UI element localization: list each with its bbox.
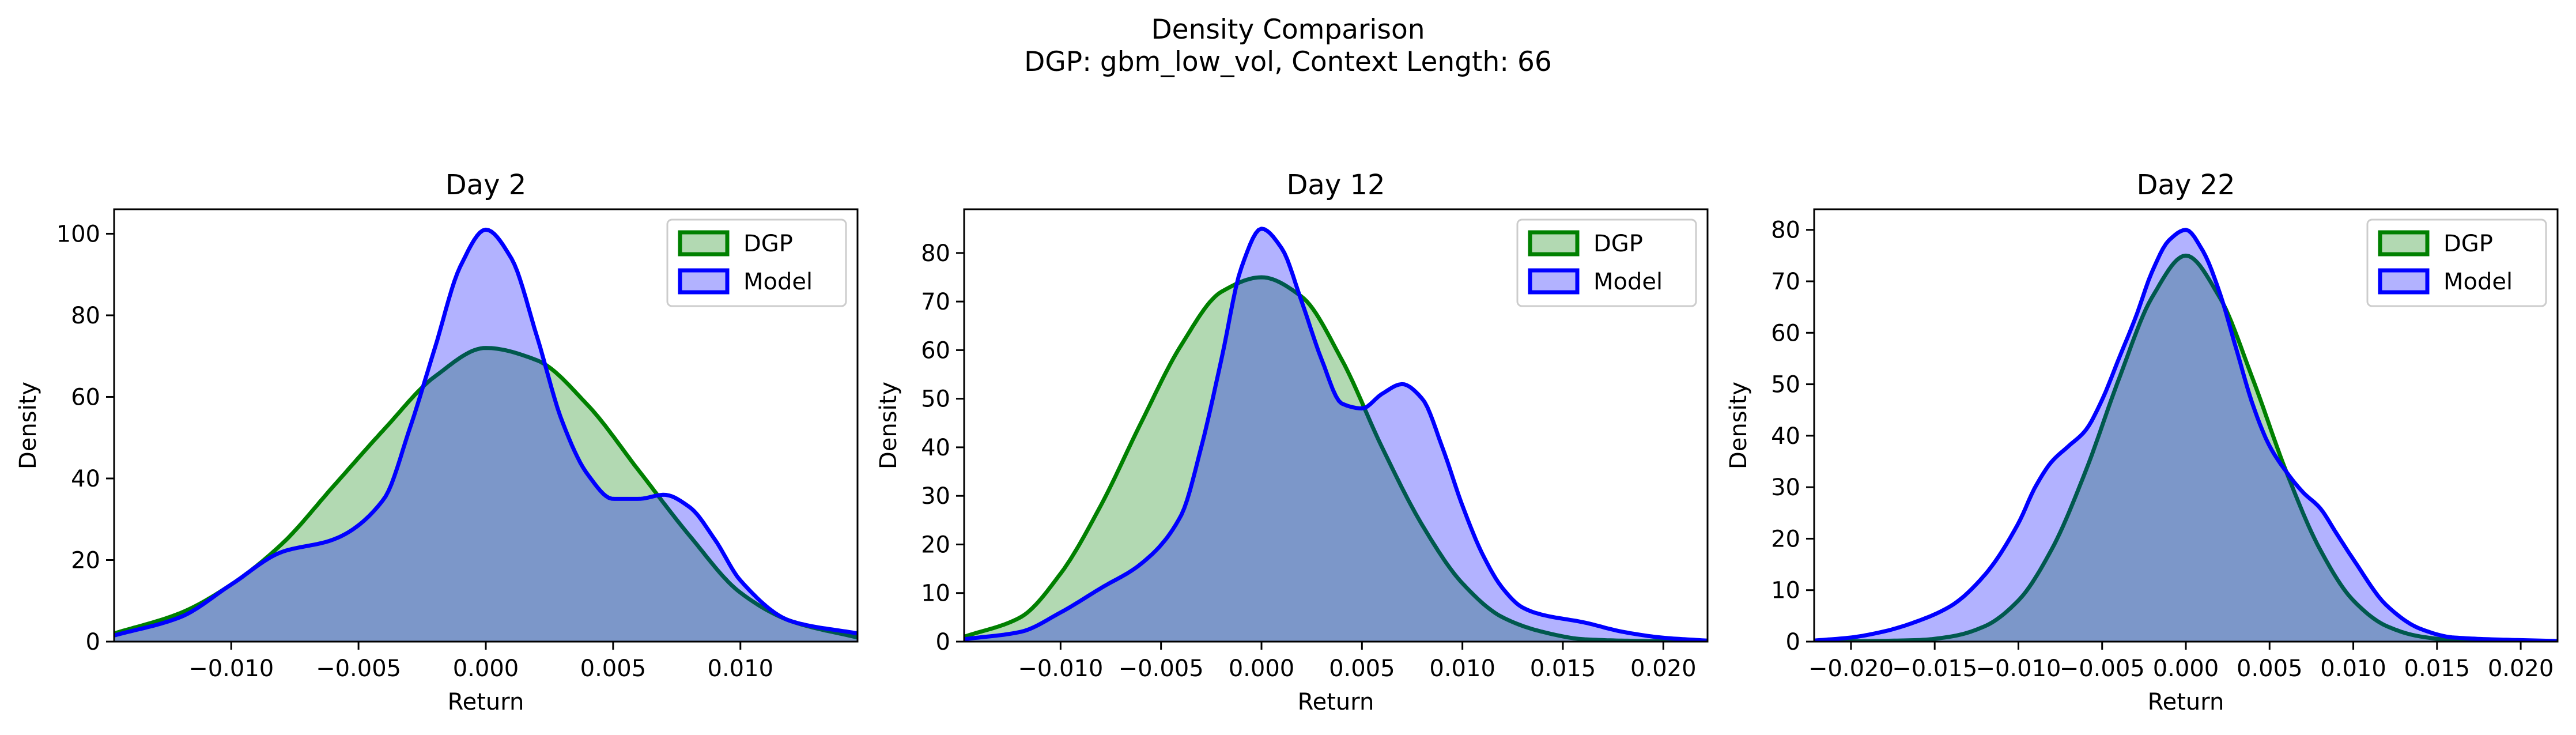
x-tick-label: 0.005 [580,655,647,682]
panel-day-2: −0.010 −0.005 0.000 0.005 0.010 0 20 40 60 80 100 D… [15,169,859,715]
x-tick-label: 0.000 [453,655,519,682]
legend-swatch-model [678,268,730,295]
y-tick-label: 70 [921,289,950,315]
model-density-line [964,227,1708,642]
panel-title: Day 12 [1286,169,1385,201]
legend-swatch-dgp [678,230,730,257]
panel-day-12: −0.010 −0.005 0.000 0.005 0.010 0.015 0.020 0 10… [875,169,1709,715]
dgp-density-area [964,277,1708,642]
legend-swatch-model [2378,268,2430,295]
panel-title: Day 22 [2136,169,2235,201]
x-tick-label: 0.005 [1329,655,1395,682]
x-axis-label: Return [448,689,524,715]
y-tick-label: 70 [1771,269,1800,295]
x-tick-label: 0.015 [2404,655,2471,682]
legend-box [666,218,847,307]
legend: DGP Model [2366,218,2547,307]
model-density-line [1814,228,2558,642]
y-tick-label: 100 [56,221,100,247]
legend-label-dgp: DGP [1593,231,1643,257]
x-tick-label: 0.015 [1530,655,1596,682]
x-tick-label: 0.010 [1429,655,1495,682]
y-tick-label: 60 [921,337,950,364]
y-tick-label: 10 [1771,578,1800,604]
legend-swatch-model [1528,268,1580,295]
x-tick-label: 0.020 [2488,655,2554,682]
figure-subtitle: DGP: gbm_low_vol, Context Length: 66 [1024,46,1552,78]
legend: DGP Model [666,218,847,307]
x-axis-label: Return [1298,689,1374,715]
y-tick-label: 40 [71,466,100,492]
model-density-area [964,228,1708,642]
panel-title: Day 2 [445,169,527,201]
x-tick-label: 0.010 [708,655,774,682]
legend-box [1516,218,1697,307]
axes-frame [963,208,1709,643]
x-tick-label: 0.005 [2237,655,2303,682]
model-density-line [114,227,858,638]
legend-swatch-dgp [2378,230,2430,257]
y-tick-label: 80 [1771,217,1800,244]
y-tick-label: 80 [921,240,950,267]
x-tick-label: −0.005 [316,655,401,682]
y-tick-label: 10 [921,581,950,607]
x-tick-label: −0.020 [1808,655,1894,682]
y-axis-label: Density [15,382,41,469]
y-tick-label: 0 [936,629,950,655]
x-tick-label: −0.010 [188,655,274,682]
x-tick-label: 0.010 [2320,655,2386,682]
y-tick-label: 30 [921,483,950,510]
legend: DGP Model [1516,218,1697,307]
y-tick-label: 20 [71,547,100,574]
model-density-area [1814,229,2558,642]
legend-label-dgp: DGP [743,231,793,257]
x-axis-label: Return [2148,689,2224,715]
y-tick-label: 20 [1771,526,1800,552]
y-tick-label: 40 [1771,423,1800,450]
y-tick-label: 60 [1771,320,1800,346]
x-tick-label: 0.000 [1229,655,1295,682]
legend-box [2366,218,2547,307]
x-tick-label: −0.010 [1976,655,2061,682]
legend-label-dgp: DGP [2443,231,2493,257]
y-tick-label: 0 [1786,629,1800,655]
legend-label-model: Model [743,269,813,295]
figure-title: Density Comparison [1151,14,1425,46]
model-density-area [114,229,858,642]
y-tick-label: 40 [921,435,950,461]
legend-swatch-dgp [1528,230,1580,257]
y-tick-label: 50 [921,386,950,413]
dgp-density-line [964,275,1708,642]
legend-label-model: Model [1593,269,1663,295]
dgp-density-line [1814,253,2558,642]
x-tick-label: 0.000 [2153,655,2219,682]
legend-label-model: Model [2443,269,2513,295]
x-tick-label: −0.010 [1018,655,1103,682]
y-tick-label: 80 [71,303,100,329]
dgp-density-area [114,348,858,642]
dgp-density-area [1814,255,2558,642]
y-axis-label: Density [875,382,902,469]
x-tick-label: 0.020 [1630,655,1697,682]
x-tick-label: −0.015 [1892,655,1977,682]
y-tick-label: 30 [1771,474,1800,501]
x-tick-label: −0.005 [1119,655,1204,682]
y-axis-label: Density [1725,382,1752,469]
x-tick-label: −0.005 [2060,655,2145,682]
y-tick-label: 20 [921,532,950,558]
y-tick-label: 0 [86,629,100,655]
panel-day-22: −0.020−0.015−0.010−0.005 0.000 0.005 0.010 0… [1725,169,2559,715]
y-tick-label: 50 [1771,372,1800,398]
y-tick-label: 60 [71,384,100,410]
